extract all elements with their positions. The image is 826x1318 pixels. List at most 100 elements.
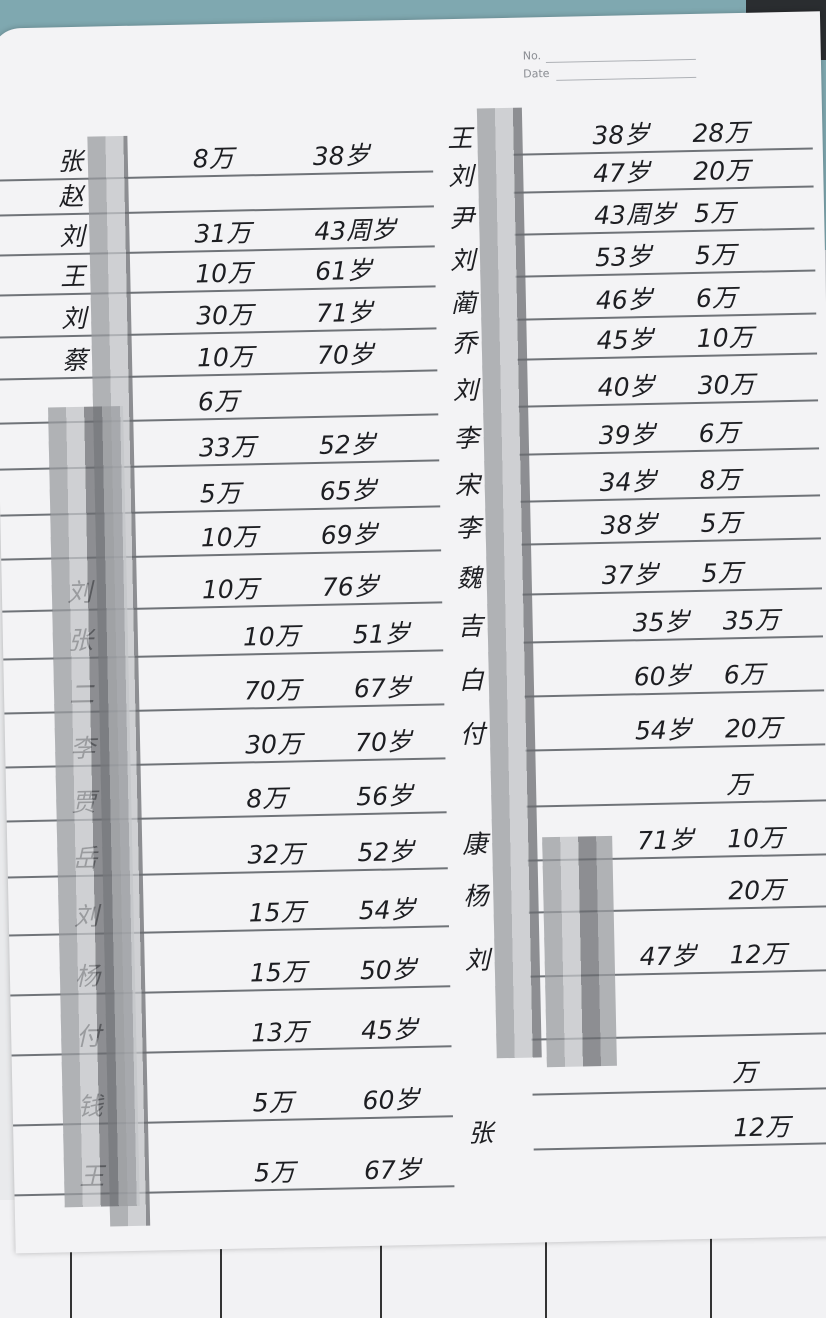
right-entry-amount: 10万 [696,322,754,353]
right-entry-age: 71岁 [636,825,695,856]
right-entry-age: 40岁 [597,371,655,403]
left-entry-name: 蔡 [61,345,88,376]
left-entry-age: 51岁 [352,619,410,650]
right-entry-age: 46岁 [595,284,654,316]
left-entry-age: 45岁 [360,1014,419,1046]
ruled-line [520,537,821,546]
right-entry-name: 王 [447,123,473,154]
left-entry-amount: 5万 [253,1157,296,1188]
right-entry-amount: 8万 [699,465,741,495]
right-entry-amount: 5万 [694,240,737,270]
left-entry-age: 43周岁 [314,215,397,246]
right-entry-name: 李 [455,513,481,544]
left-entry-age: 61岁 [314,255,373,286]
right-entry-age: 37岁 [601,559,659,590]
right-entry-name: 尹 [448,203,475,234]
right-entry-amount: 12万 [729,939,787,970]
right-entry-name: 宋 [454,470,481,501]
right-entry-amount: 5万 [701,558,743,588]
left-entry-amount: 8万 [192,143,235,174]
right-entry-name: 吉 [457,611,484,642]
right-entry-amount: 20万 [728,875,786,906]
right-entry-amount: 12万 [732,1112,791,1143]
left-entry-amount: 10万 [200,522,258,553]
left-entry-amount: 15万 [248,897,306,928]
left-entry-age: 52岁 [357,836,415,868]
redaction-blur-right-2 [542,835,617,1068]
right-entry-amount: 35万 [722,605,780,636]
right-entry-amount: 万 [725,769,752,800]
left-entry-name: 刘 [60,303,87,334]
left-entry-amount: 30万 [244,729,303,760]
left-entry-amount: 31万 [194,218,252,249]
ruled-line [522,587,823,596]
right-entry-amount: 30万 [697,369,755,400]
left-entry-amount: 10万 [194,258,253,289]
no-label: No. [522,49,542,63]
right-entry-amount: 5万 [700,508,742,538]
ruled-line [512,147,813,156]
ruled-line [515,269,816,278]
ruled-line [532,1087,826,1096]
right-entry-amount: 10万 [726,823,785,854]
left-entry-amount: 10万 [242,621,300,652]
left-entry-age: 67岁 [353,673,412,704]
left-entry-name: 刘 [59,221,85,252]
left-entry-age: 76岁 [321,571,379,602]
ruled-line [519,447,820,456]
right-entry-name: 刘 [449,245,476,276]
redaction-blur-right [476,107,542,1059]
left-entry-name: 张 [57,146,84,177]
left-entry-age: 38岁 [312,140,370,171]
right-entry-age: 54岁 [634,715,693,746]
left-entry-amount: 13万 [250,1017,309,1048]
left-entry-amount: 15万 [249,957,308,988]
right-entry-age: 47岁 [592,157,651,189]
right-entry-amount: 20万 [692,155,751,186]
right-entry-name: 李 [453,423,480,454]
left-entry-age: 70岁 [354,727,413,758]
right-entry-amount: 6万 [698,418,740,448]
right-entry-amount: 6万 [723,659,765,690]
right-entry-name: 康 [461,829,488,859]
left-entry-amount: 10万 [196,342,255,373]
right-entry-age: 38岁 [592,119,650,151]
right-entry-name: 刘 [452,375,479,406]
notebook-page: No. Date 张 8万 38岁赵刘 31万 43周岁王 10万 61岁刘 30万 71岁蔡 1… [0,11,826,1254]
right-entry-age: 43周岁 [593,199,677,231]
ruled-line [518,399,819,408]
left-entry-name: 赵 [58,181,84,212]
left-entry-amount: 33万 [198,432,257,463]
left-entry-amount: 5万 [252,1087,294,1118]
ruled-line [513,185,814,194]
right-entry-name: 刘 [464,945,491,975]
ruled-line [520,494,821,503]
right-entry-name: 张 [468,1118,494,1148]
left-entry-age: 50岁 [359,954,418,986]
right-entry-amount: 6万 [695,283,738,313]
right-entry-amount: 28万 [692,117,750,149]
right-entry-name: 白 [458,665,485,696]
right-entry-age: 45岁 [596,324,654,356]
left-entry-age: 71岁 [315,297,374,328]
left-entry-name: 王 [59,261,86,292]
right-entry-name: 付 [459,719,486,750]
left-entry-amount: 30万 [195,300,254,331]
right-entry-name: 蔺 [450,288,477,319]
left-entry-age: 56岁 [355,781,414,812]
left-entry-age: 52岁 [318,429,376,460]
left-entry-age: 54岁 [358,894,416,926]
left-entry-age: 65岁 [319,475,377,506]
right-entry-age: 60岁 [633,661,691,692]
right-entry-name: 杨 [463,881,489,911]
right-entry-name: 乔 [451,328,478,359]
left-entry-amount: 70万 [243,675,302,706]
right-entry-amount: 万 [731,1057,758,1088]
left-entry-age: 70岁 [316,339,375,370]
right-entry-age: 38岁 [600,509,658,541]
left-entry-amount: 10万 [201,574,259,605]
ruled-line [526,799,826,808]
right-entry-name: 刘 [447,161,474,192]
left-entry-age: 67岁 [363,1154,422,1186]
date-label: Date [523,66,550,81]
